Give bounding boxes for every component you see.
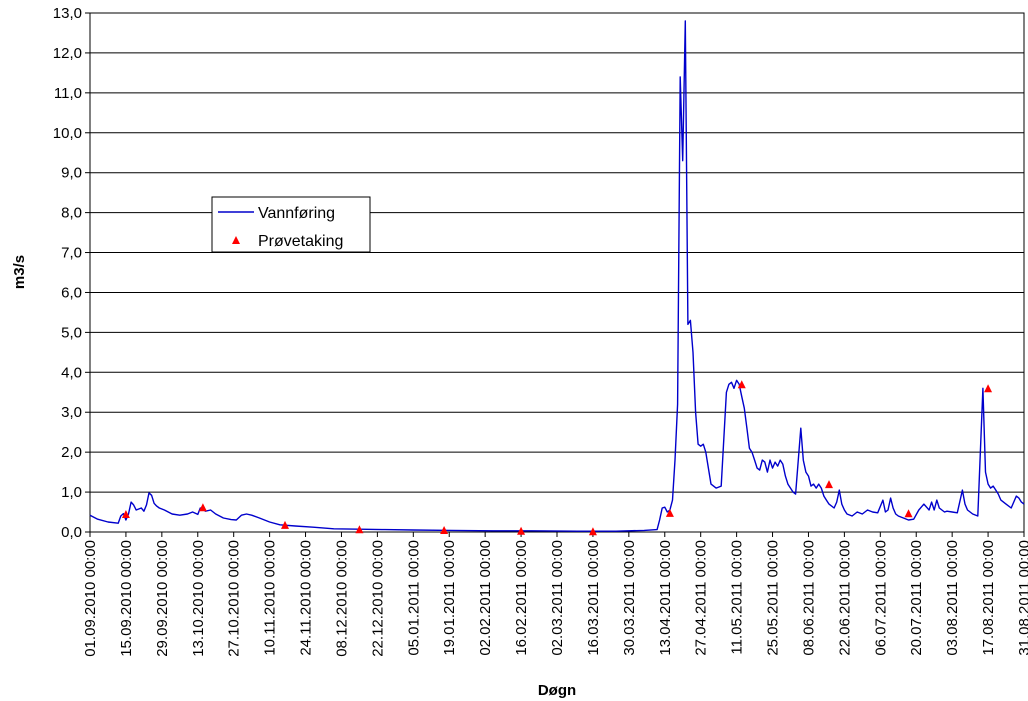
- x-tick-label: 06.07.2011 00:00: [872, 540, 889, 656]
- x-tick-label: 25.05.2011 00:00: [765, 540, 782, 656]
- marker-provetaking: [665, 508, 674, 517]
- marker-provetaking: [904, 509, 913, 518]
- y-axis-title: m3/s: [11, 255, 28, 289]
- y-tick-label: 10,0: [53, 125, 82, 142]
- y-tick-label: 1,0: [61, 484, 82, 501]
- legend-label-vannforing: Vannføring: [258, 205, 335, 222]
- marker-provetaking: [440, 526, 449, 535]
- x-tick-label: 13.04.2011 00:00: [657, 540, 674, 656]
- x-tick-label: 22.06.2011 00:00: [836, 540, 853, 656]
- x-tick-label: 03.08.2011 00:00: [944, 540, 961, 656]
- x-tick-label: 11.05.2011 00:00: [729, 540, 746, 655]
- x-tick-label: 05.01.2011 00:00: [405, 540, 422, 656]
- y-tick-label: 9,0: [61, 165, 82, 182]
- x-tick-label: 16.02.2011 00:00: [513, 540, 530, 656]
- x-tick-label: 29.09.2010 00:00: [154, 540, 171, 657]
- y-tick-label: 5,0: [61, 324, 82, 341]
- marker-provetaking: [281, 520, 290, 529]
- x-tick-label: 02.02.2011 00:00: [477, 540, 494, 656]
- y-tick-label: 8,0: [61, 205, 82, 222]
- x-tick-label: 10.11.2010 00:00: [262, 540, 279, 656]
- marker-provetaking: [517, 526, 526, 535]
- marker-provetaking: [984, 384, 993, 393]
- x-tick-label: 19.01.2011 00:00: [441, 540, 458, 656]
- x-tick-label: 27.10.2010 00:00: [226, 540, 243, 657]
- x-tick-label: 01.09.2010 00:00: [82, 540, 99, 657]
- legend-label-provetaking: Prøvetaking: [258, 233, 343, 250]
- y-tick-label: 7,0: [61, 245, 82, 262]
- x-tick-label: 08.12.2010 00:00: [333, 540, 350, 657]
- y-tick-label: 0,0: [61, 524, 82, 541]
- y-tick-label: 4,0: [61, 364, 82, 381]
- x-tick-label: 08.06.2011 00:00: [800, 540, 817, 656]
- series-line-vannforing: [89, 20, 1025, 532]
- x-tick-label: 22.12.2010 00:00: [369, 540, 386, 657]
- y-tick-label: 11,0: [54, 85, 82, 102]
- y-tick-label: 13,0: [53, 5, 82, 22]
- x-tick-label: 20.07.2011 00:00: [908, 540, 925, 656]
- x-tick-label: 24.11.2010 00:00: [298, 540, 315, 656]
- marker-provetaking: [737, 380, 746, 389]
- x-axis-title: Døgn: [538, 682, 576, 699]
- marker-provetaking: [121, 510, 130, 519]
- x-tick-label: 27.04.2011 00:00: [693, 540, 710, 656]
- y-tick-label: 2,0: [61, 444, 82, 461]
- x-tick-label: 16.03.2011 00:00: [585, 540, 602, 656]
- x-tick-label: 15.09.2010 00:00: [118, 540, 135, 657]
- plot-area: [89, 12, 1025, 533]
- x-tick-label: 02.03.2011 00:00: [549, 540, 566, 656]
- marker-provetaking: [824, 480, 833, 489]
- data-series: [89, 20, 1025, 536]
- y-tick-label: 3,0: [61, 404, 82, 421]
- marker-provetaking: [588, 527, 597, 536]
- y-tick-label: 12,0: [53, 45, 82, 62]
- marker-provetaking: [355, 525, 364, 534]
- x-tick-label: 31.08.2011 00:00: [1016, 540, 1028, 656]
- x-tick-label: 30.03.2011 00:00: [621, 540, 638, 656]
- marker-provetaking: [198, 503, 207, 512]
- legend: Vannføring Prøvetaking: [211, 196, 371, 253]
- x-tick-label: 17.08.2011 00:00: [980, 540, 997, 656]
- legend-marker-swatch: [232, 236, 240, 244]
- x-tick-label: 13.10.2010 00:00: [190, 540, 207, 657]
- y-axis-ticks: 0,0 1,0 2,0 3,0 4,0 5,0 6,0 7,0 8,0 9,0 10,0 11,0 12…: [53, 5, 90, 541]
- x-axis-ticks: 01.09.2010 00:00 15.09.2010 00:00 29.09.20…: [82, 532, 1028, 657]
- y-tick-label: 6,0: [61, 284, 82, 301]
- gridlines: [90, 52, 1024, 493]
